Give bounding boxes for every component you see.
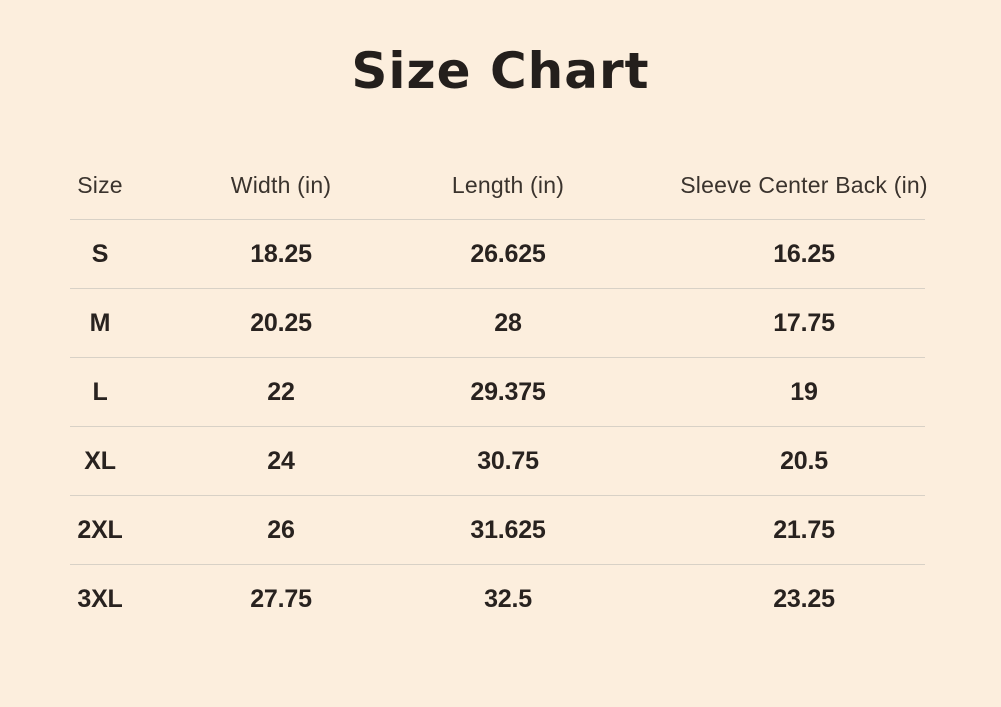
size-cell: L <box>92 377 108 406</box>
table-row: S 18.25 26.625 16.25 <box>70 219 925 288</box>
column-header-sleeve: Sleeve Center Back (in) <box>680 171 928 198</box>
size-cell: M <box>89 308 111 337</box>
width-cell: 18.25 <box>250 239 312 268</box>
size-cell: S <box>91 239 109 268</box>
width-cell: 26 <box>267 515 295 544</box>
width-cell: 24 <box>267 446 295 475</box>
size-chart-table: Size Width (in) Length (in) Sleeve Cente… <box>70 151 928 633</box>
length-cell: 32.5 <box>484 584 532 613</box>
size-cell: 3XL <box>77 584 123 613</box>
table-row: XL 24 30.75 20.5 <box>70 426 925 495</box>
length-cell: 30.75 <box>477 446 539 475</box>
width-cell: 22 <box>267 377 295 406</box>
column-header-length: Length (in) <box>451 171 565 198</box>
width-cell: 20.25 <box>250 308 312 337</box>
sleeve-cell: 19 <box>790 377 818 406</box>
length-cell: 26.625 <box>470 239 546 268</box>
table-row: L 22 29.375 19 <box>70 357 925 426</box>
table-row: M 20.25 28 17.75 <box>70 288 925 357</box>
column-header-size: Size <box>77 171 123 198</box>
table-header-row: Size Width (in) Length (in) Sleeve Cente… <box>70 151 928 219</box>
size-cell: 2XL <box>77 515 123 544</box>
length-cell: 29.375 <box>470 377 546 406</box>
sleeve-cell: 16.25 <box>773 239 835 268</box>
sleeve-cell: 17.75 <box>773 308 835 337</box>
page-title: Size Chart <box>351 42 650 100</box>
size-cell: XL <box>84 446 116 475</box>
sleeve-cell: 23.25 <box>773 584 835 613</box>
table-row: 3XL 27.75 32.5 23.25 <box>70 564 925 633</box>
width-cell: 27.75 <box>250 584 312 613</box>
length-cell: 28 <box>494 308 522 337</box>
table-row: 2XL 26 31.625 21.75 <box>70 495 925 564</box>
sleeve-cell: 20.5 <box>780 446 828 475</box>
length-cell: 31.625 <box>470 515 546 544</box>
sleeve-cell: 21.75 <box>773 515 835 544</box>
column-header-width: Width (in) <box>230 171 332 198</box>
